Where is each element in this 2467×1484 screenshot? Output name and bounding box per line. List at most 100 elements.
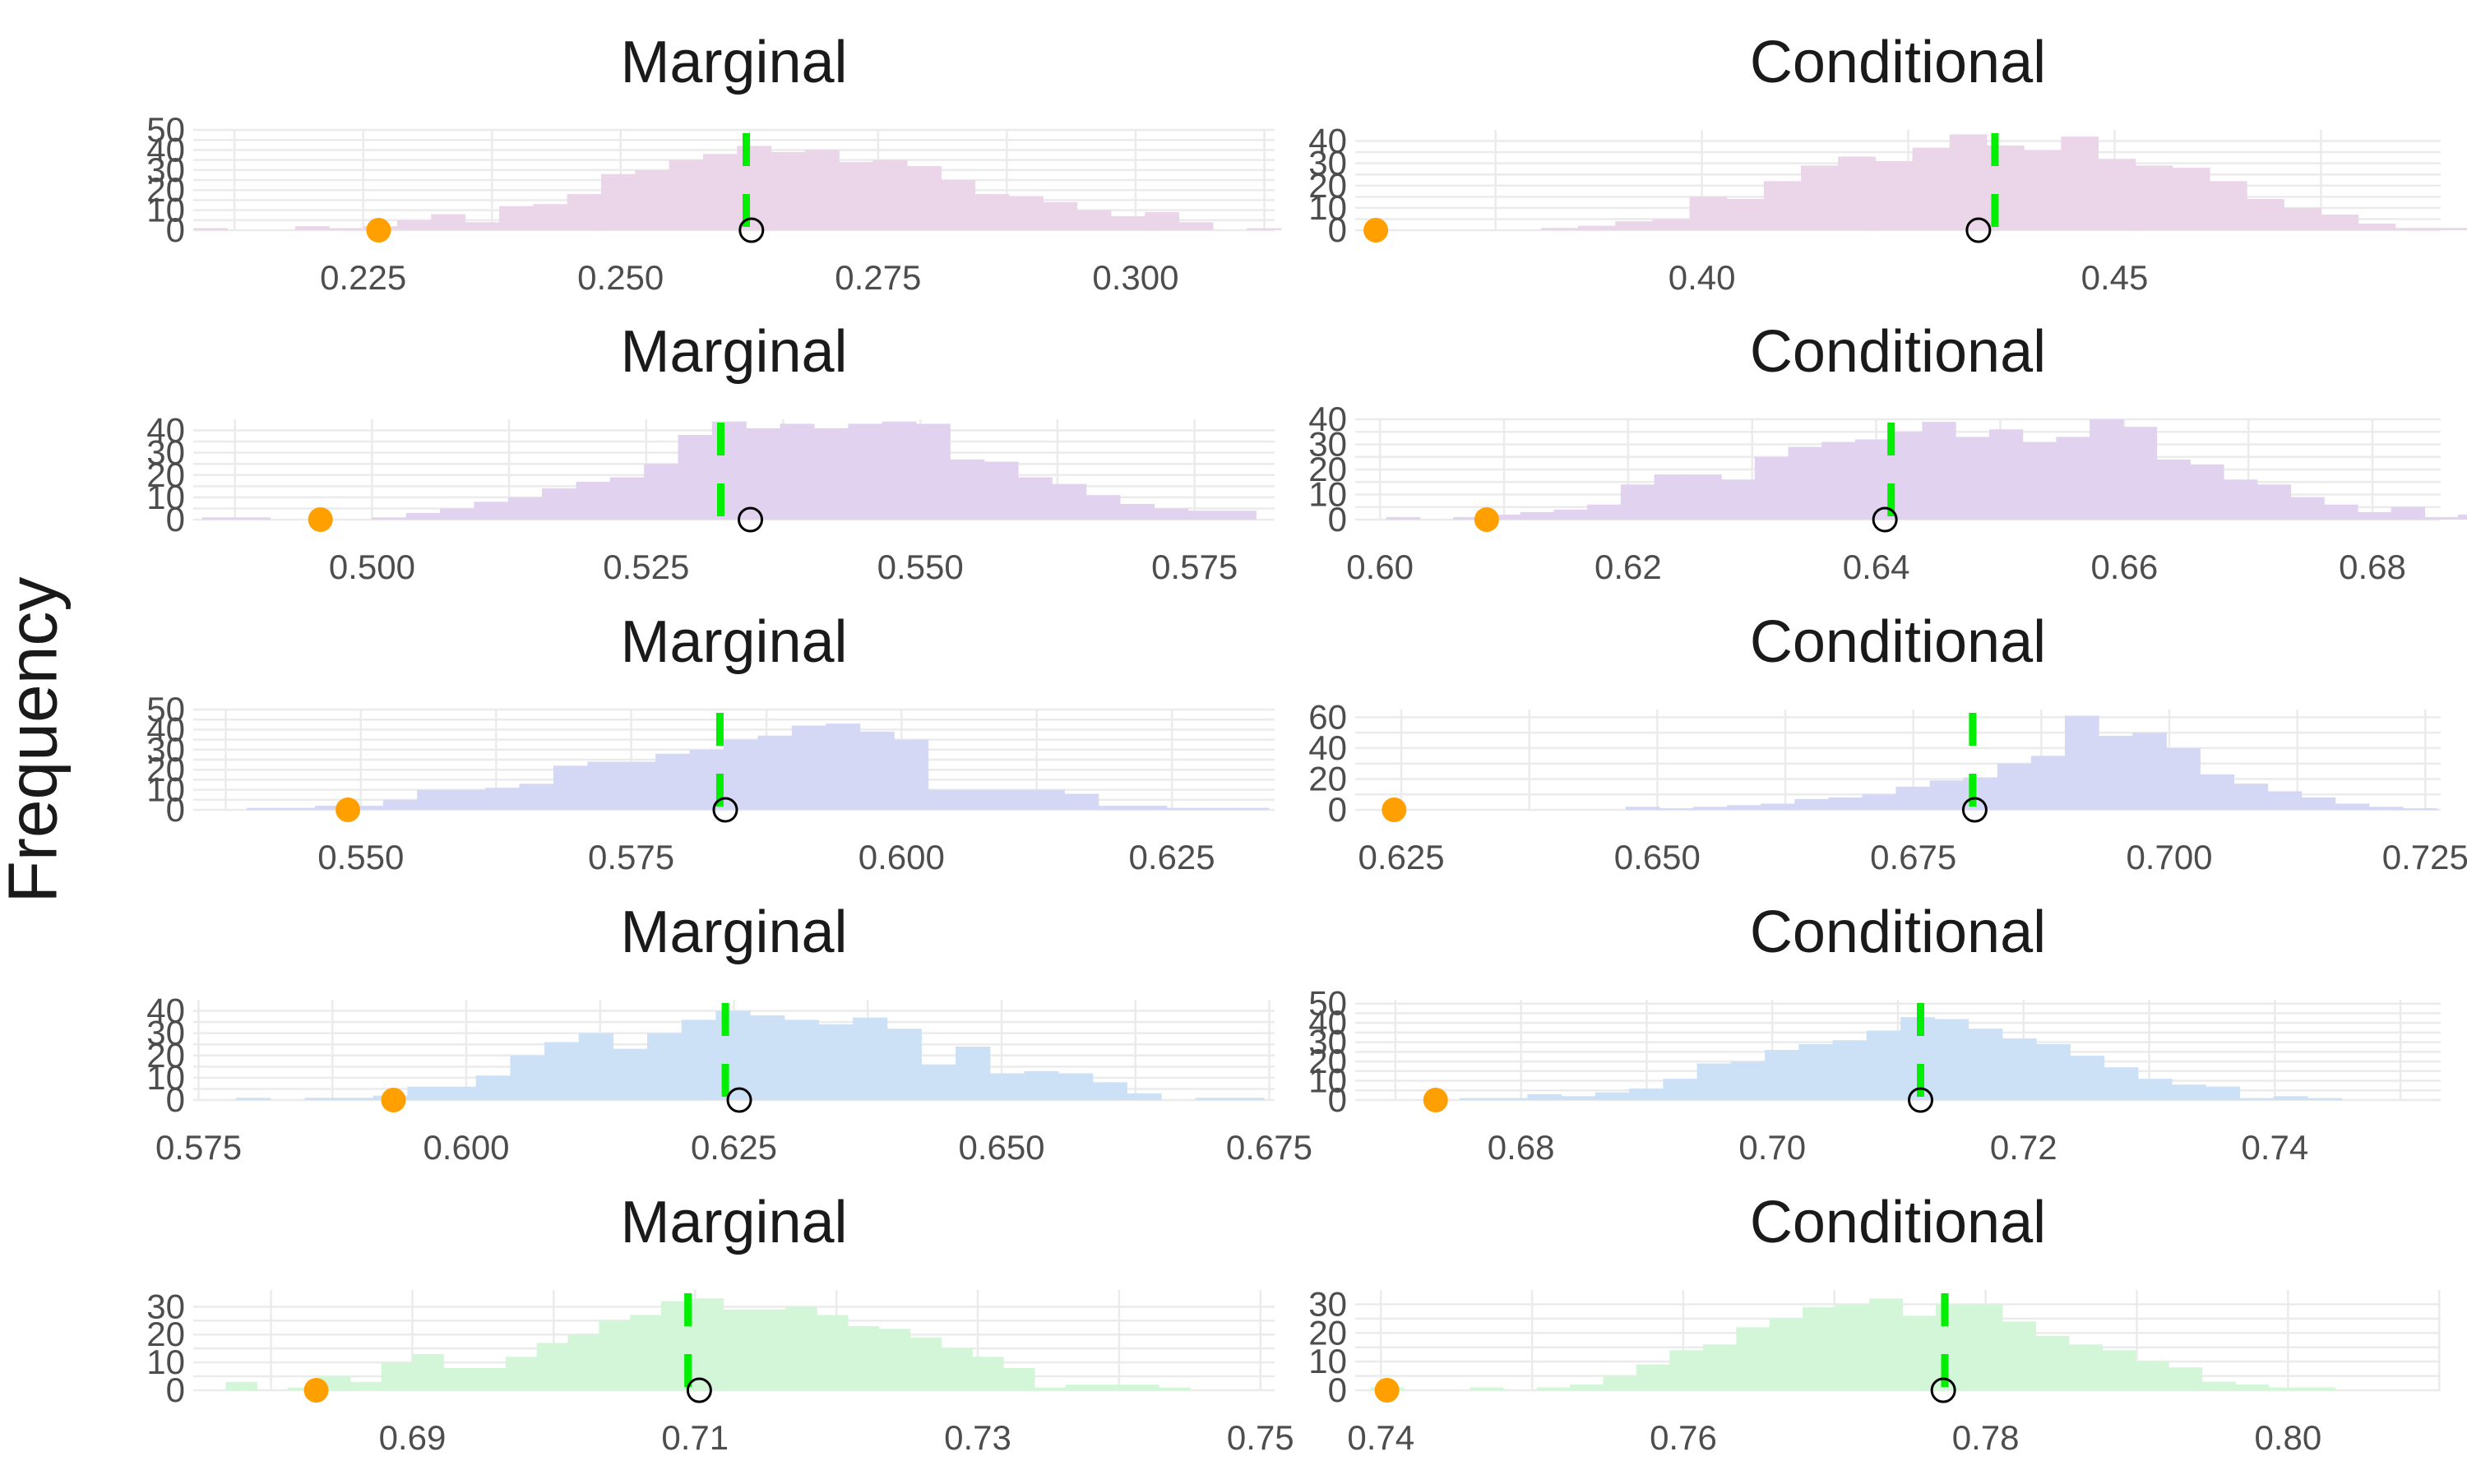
histogram-bar bbox=[1663, 1079, 1698, 1100]
histogram-bar bbox=[1659, 808, 1694, 810]
y-tick-label: 40 bbox=[1308, 1003, 1347, 1042]
histogram-bar bbox=[1835, 1304, 1870, 1390]
y-tick-label: 40 bbox=[1308, 728, 1347, 767]
histogram-bar bbox=[2256, 484, 2292, 520]
x-tick-label: 0.575 bbox=[1151, 548, 1238, 586]
histogram-bar bbox=[1652, 219, 1691, 230]
histogram-bar bbox=[2190, 464, 2224, 520]
x-tick-label: 0.675 bbox=[1226, 1128, 1312, 1167]
histogram-bar bbox=[2056, 437, 2090, 520]
histogram-bar bbox=[2098, 159, 2136, 230]
histogram-bar bbox=[443, 1367, 475, 1390]
histogram-bar bbox=[2022, 442, 2057, 520]
histogram-bar bbox=[2432, 228, 2467, 230]
histogram-bar bbox=[1692, 807, 1728, 810]
x-tick-label: 0.575 bbox=[155, 1128, 242, 1167]
panel-title: Marginal bbox=[620, 1190, 847, 1255]
histogram-bar bbox=[2301, 1387, 2335, 1390]
histogram-bar bbox=[804, 150, 840, 230]
x-tick-label: 0.74 bbox=[2241, 1128, 2308, 1167]
histogram-bar bbox=[2168, 1367, 2203, 1390]
histogram-bar bbox=[314, 806, 349, 810]
y-tick-label: 30 bbox=[1308, 1284, 1347, 1323]
histogram-bar bbox=[1821, 442, 1856, 520]
histogram-bar bbox=[1801, 165, 1839, 230]
histogram-bar bbox=[329, 228, 364, 230]
histogram-bar bbox=[405, 512, 441, 520]
histogram-bar bbox=[1654, 474, 1688, 520]
histogram-bar bbox=[1669, 1350, 1704, 1390]
histogram-bar bbox=[1929, 780, 1965, 810]
x-tick-label: 0.69 bbox=[379, 1418, 447, 1457]
x-tick-label: 0.64 bbox=[1843, 548, 1910, 586]
histogram-bar bbox=[382, 799, 418, 810]
histogram-bar bbox=[882, 421, 917, 520]
y-tick-label: 0 bbox=[1328, 1080, 1347, 1119]
y-tick-label: 60 bbox=[1308, 697, 1347, 736]
histogram-bar bbox=[1085, 495, 1121, 520]
y-tick-label: 40 bbox=[146, 992, 185, 1030]
histogram-bar bbox=[519, 784, 554, 810]
histogram-bar bbox=[507, 497, 543, 520]
histogram-bar bbox=[2324, 504, 2358, 520]
histogram-bar bbox=[1721, 479, 1756, 520]
y-tick-label: 40 bbox=[146, 710, 185, 748]
histogram-bar bbox=[754, 1309, 786, 1390]
histogram-bar bbox=[1043, 201, 1078, 230]
histogram-bar bbox=[600, 173, 636, 230]
histogram-bar bbox=[1689, 196, 1728, 230]
histogram-bar bbox=[412, 1353, 444, 1390]
y-tick-label: 10 bbox=[146, 478, 185, 516]
histogram-bar bbox=[972, 1357, 1004, 1390]
histogram-bar bbox=[1603, 1375, 1637, 1390]
observed-point bbox=[303, 1378, 329, 1403]
histogram-bar bbox=[630, 1315, 662, 1390]
y-tick-label: 20 bbox=[1308, 1042, 1347, 1080]
histogram-bar bbox=[771, 151, 806, 230]
histogram-bar bbox=[1561, 1096, 1596, 1100]
histogram-bar bbox=[2132, 733, 2167, 810]
histogram-bar bbox=[280, 807, 316, 810]
histogram-bar bbox=[2424, 516, 2459, 520]
center-point bbox=[726, 1087, 752, 1113]
histogram-bar bbox=[848, 423, 883, 520]
histogram-bar bbox=[847, 1326, 880, 1390]
y-tick-label: 10 bbox=[146, 1058, 185, 1097]
x-tick-label: 0.71 bbox=[661, 1418, 729, 1457]
y-tick-label: 30 bbox=[1308, 1023, 1347, 1061]
histogram-bar bbox=[2358, 223, 2396, 230]
histogram-bar bbox=[1838, 156, 1876, 230]
histogram-bar bbox=[1098, 806, 1133, 810]
y-tick-label: 20 bbox=[146, 455, 185, 494]
histogram-bar bbox=[1154, 508, 1189, 520]
y-tick-label: 0 bbox=[1328, 790, 1347, 829]
histogram-bar bbox=[505, 1357, 538, 1390]
x-tick-label: 0.68 bbox=[2339, 548, 2406, 586]
x-tick-label: 0.75 bbox=[1227, 1418, 1294, 1457]
histogram-bar bbox=[1119, 504, 1155, 520]
histogram-bar bbox=[1493, 1098, 1528, 1100]
center-point bbox=[738, 217, 765, 243]
y-tick-label: 10 bbox=[146, 191, 185, 229]
x-tick-label: 0.275 bbox=[835, 258, 921, 297]
histogram-bar bbox=[1008, 196, 1044, 230]
histogram-bar bbox=[431, 214, 466, 230]
y-tick-label: 20 bbox=[146, 1315, 185, 1353]
histogram-bar bbox=[1730, 1061, 1766, 1100]
histogram-bar bbox=[961, 789, 997, 810]
histogram-bar bbox=[859, 731, 895, 810]
x-tick-label: 0.45 bbox=[2081, 258, 2149, 297]
y-tick-label: 0 bbox=[166, 1371, 185, 1409]
histogram-bar bbox=[498, 206, 534, 230]
x-tick-label: 0.76 bbox=[1650, 1418, 1717, 1457]
histogram-bar bbox=[1765, 1050, 1799, 1100]
histogram-bar bbox=[1935, 1304, 1970, 1390]
histogram-bar bbox=[1017, 477, 1053, 520]
histogram-bar bbox=[950, 459, 985, 520]
x-tick-label: 0.650 bbox=[1614, 838, 1701, 876]
y-tick-label: 0 bbox=[166, 210, 185, 249]
histogram-bar bbox=[1615, 221, 1653, 230]
histogram-bar bbox=[1034, 1387, 1067, 1390]
histogram-bar bbox=[817, 1315, 849, 1390]
